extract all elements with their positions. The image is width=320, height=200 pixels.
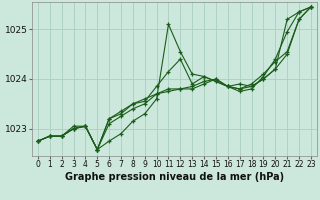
X-axis label: Graphe pression niveau de la mer (hPa): Graphe pression niveau de la mer (hPa) [65,172,284,182]
